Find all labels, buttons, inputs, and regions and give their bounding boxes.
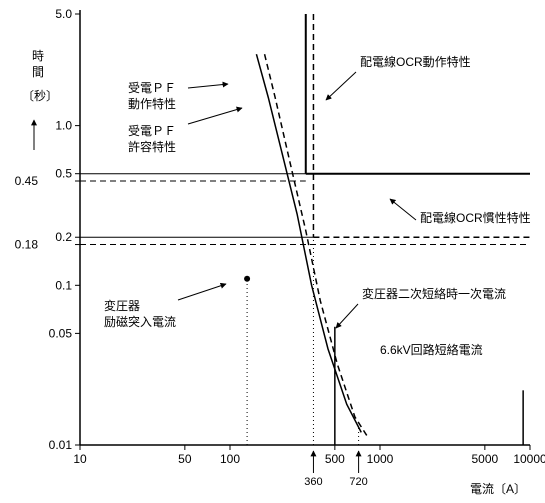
svg-text:0.05: 0.05 bbox=[49, 326, 73, 340]
svg-text:1.0: 1.0 bbox=[55, 119, 72, 133]
svg-text:360: 360 bbox=[304, 476, 322, 488]
svg-text:電流〔A〕: 電流〔A〕 bbox=[470, 482, 526, 496]
ocr-kansei-label: 配電線OCR慣性特性 bbox=[420, 210, 531, 225]
svg-text:0.5: 0.5 bbox=[55, 167, 72, 181]
svg-text:励磁突入電流: 励磁突入電流 bbox=[104, 314, 176, 329]
svg-text:50: 50 bbox=[178, 452, 192, 466]
sc66-label: 6.6kV回路短絡電流 bbox=[380, 342, 483, 357]
svg-text:0.01: 0.01 bbox=[49, 438, 73, 452]
svg-text:間: 間 bbox=[32, 65, 44, 79]
sc2-label: 変圧器二次短絡時一次電流 bbox=[362, 286, 506, 301]
svg-text:5000: 5000 bbox=[471, 452, 498, 466]
svg-text:0.1: 0.1 bbox=[55, 278, 72, 292]
ocr-dousa-label: 配電線OCR動作特性 bbox=[360, 54, 471, 69]
inrush-label: 変圧器 bbox=[104, 298, 140, 313]
svg-text:500: 500 bbox=[325, 452, 345, 466]
svg-text:0.45: 0.45 bbox=[15, 174, 39, 188]
svg-text:許容特性: 許容特性 bbox=[128, 139, 176, 154]
svg-text:0.18: 0.18 bbox=[15, 238, 39, 252]
svg-text:動作特性: 動作特性 bbox=[128, 96, 176, 111]
svg-text:10000: 10000 bbox=[513, 452, 545, 466]
svg-text:0.2: 0.2 bbox=[55, 230, 72, 244]
svg-text:10: 10 bbox=[73, 452, 87, 466]
svg-text:720: 720 bbox=[349, 476, 367, 488]
svg-text:5.0: 5.0 bbox=[55, 7, 72, 21]
chart-svg: 5.0 1.0 0.5 0.2 0.1 0.05 0.01 0.45 0.18 10 50 100 50… bbox=[0, 0, 545, 503]
log-log-protection-chart: 5.0 1.0 0.5 0.2 0.1 0.05 0.01 0.45 0.18 10 50 100 50… bbox=[0, 0, 545, 503]
pf-kyoyou-label: 受電ＰＦ bbox=[128, 124, 176, 138]
svg-text:時: 時 bbox=[32, 49, 44, 63]
svg-text:1000: 1000 bbox=[367, 452, 394, 466]
svg-text:100: 100 bbox=[220, 452, 240, 466]
pf-dousa-label: 受電ＰＦ bbox=[128, 81, 176, 95]
svg-text:〔秒〕: 〔秒〕 bbox=[22, 89, 58, 103]
